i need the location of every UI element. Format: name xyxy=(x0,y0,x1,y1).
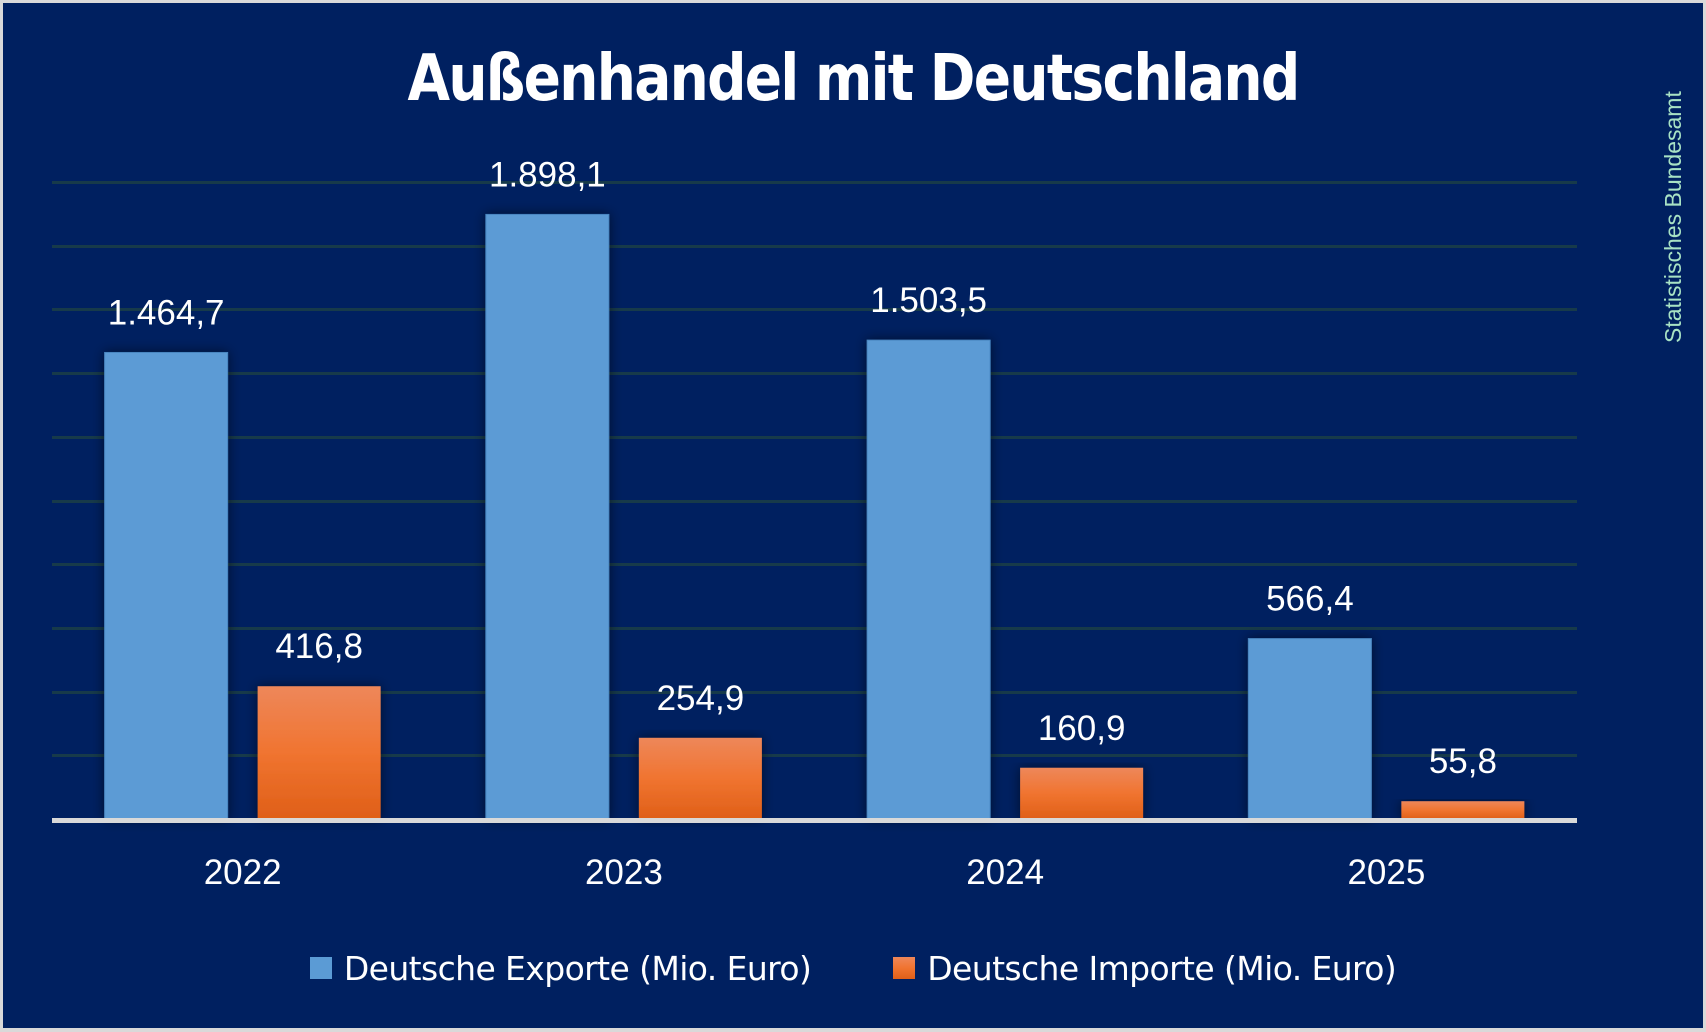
bar-imports-2025 xyxy=(1401,801,1525,819)
x-tick-label-2025: 2025 xyxy=(1347,853,1425,892)
x-tick-label-2022: 2022 xyxy=(204,853,282,892)
legend-item-imports: Deutsche Importe (Mio. Euro) xyxy=(893,948,1397,988)
bar-exports-2022 xyxy=(104,351,229,820)
bars xyxy=(104,213,1525,820)
data-label-imports-2022: 416,8 xyxy=(275,627,363,666)
bar-exports-2025 xyxy=(1247,638,1372,820)
bar-imports-2024 xyxy=(1020,767,1144,819)
data-label-exports-2025: 566,4 xyxy=(1266,580,1354,619)
data-label-imports-2025: 55,8 xyxy=(1429,742,1497,781)
x-axis-line xyxy=(52,818,1577,823)
bar-exports-2023 xyxy=(485,213,610,820)
bar-exports-2024 xyxy=(866,339,991,820)
chart-title: Außenhandel mit Deutschland xyxy=(407,42,1300,116)
legend-label-exports: Deutsche Exporte (Mio. Euro) xyxy=(343,948,812,988)
gridlines xyxy=(52,181,1577,757)
data-labels: 1.464,7 416,8 1.898,1 254,9 1.503,5 160,9 566,… xyxy=(108,155,1497,781)
x-tick-label-2024: 2024 xyxy=(966,853,1044,892)
legend-swatch-exports xyxy=(309,957,332,979)
bar-imports-2022 xyxy=(257,686,381,819)
legend-label-imports: Deutsche Importe (Mio. Euro) xyxy=(927,948,1397,988)
x-tick-labels: 2022 2023 2024 2025 xyxy=(204,853,1426,892)
bar-imports-2023 xyxy=(638,737,762,819)
data-label-imports-2024: 160,9 xyxy=(1038,709,1126,748)
legend-item-exports: Deutsche Exporte (Mio. Euro) xyxy=(309,948,812,988)
data-label-imports-2023: 254,9 xyxy=(657,679,745,718)
legend: Deutsche Exporte (Mio. Euro) Deutsche Im… xyxy=(3,943,1703,993)
x-axis xyxy=(52,818,1577,823)
data-label-exports-2023: 1.898,1 xyxy=(489,155,606,194)
legend-swatch-imports xyxy=(893,957,916,979)
chart-area: Außenhandel mit Deutschland Statistische… xyxy=(3,3,1703,1028)
data-label-exports-2022: 1.464,7 xyxy=(108,293,225,332)
x-tick-label-2023: 2023 xyxy=(585,853,663,892)
data-label-exports-2024: 1.503,5 xyxy=(870,281,987,320)
